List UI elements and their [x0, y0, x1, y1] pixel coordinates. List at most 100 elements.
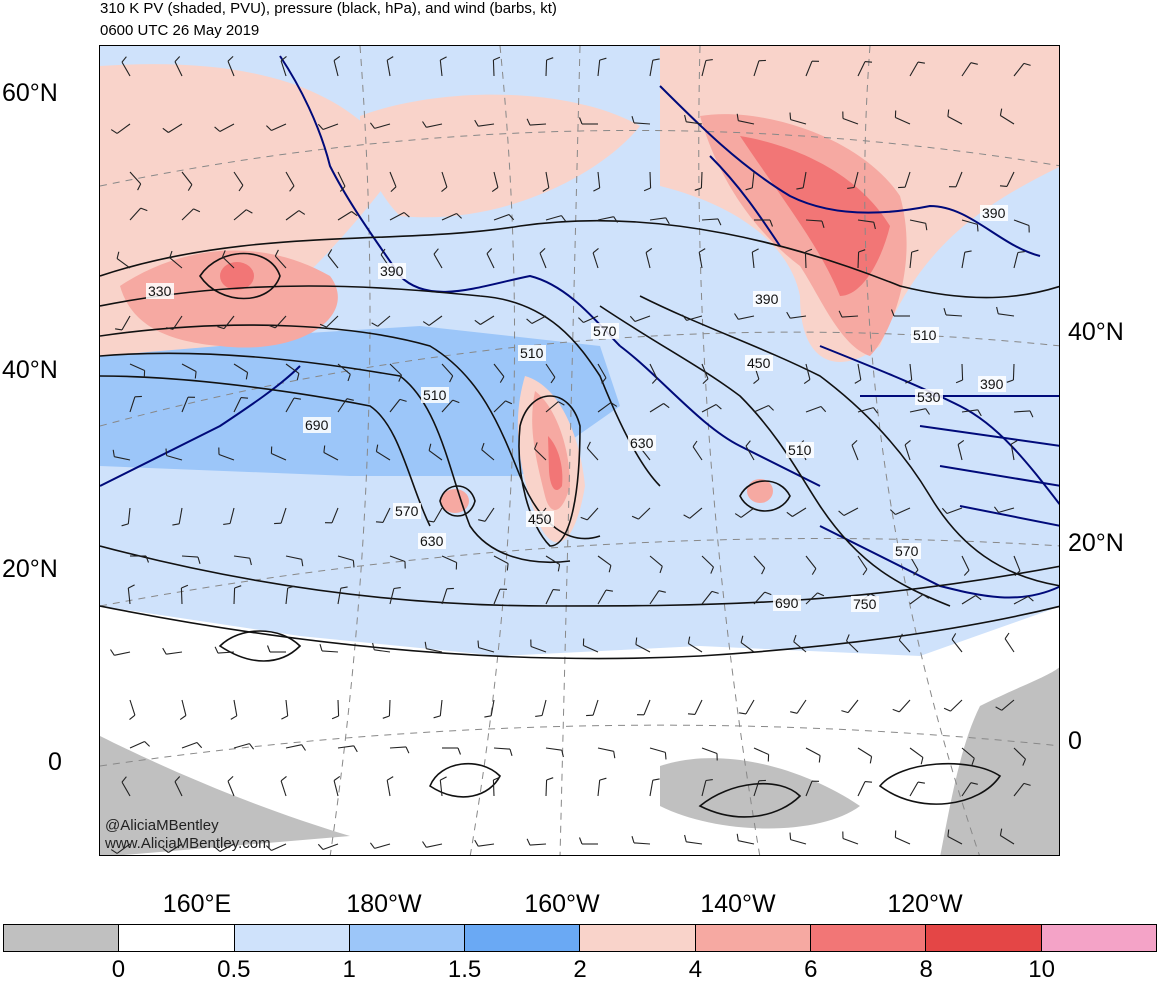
contour-label-text: 630 — [630, 435, 654, 451]
wind-barb-flag — [376, 522, 383, 523]
contour-label-text: 330 — [148, 283, 172, 299]
lat-label-right-0: 0 — [1068, 727, 1082, 755]
lat-label-left-20n: 20°N — [2, 555, 58, 583]
contour-label: 630 — [418, 533, 446, 549]
wind-barb-staff — [650, 172, 651, 188]
pv-colorbar — [3, 924, 1157, 952]
lon-label-160w: 160°W — [524, 890, 599, 918]
wind-barb-flag — [553, 590, 560, 591]
colorbar-label: 0 — [112, 957, 125, 983]
colorbar-label: 6 — [804, 957, 817, 983]
contour-label-text: 630 — [420, 533, 444, 549]
colorbar-box-1 — [119, 925, 234, 951]
map-title: 310 K PV (shaded, PVU), pressure (black,… — [100, 0, 557, 18]
colorbar-box-5 — [580, 925, 695, 951]
colorbar-box-6 — [696, 925, 811, 951]
contour-label-text: 570 — [395, 503, 419, 519]
contour-label: 530 — [915, 389, 943, 405]
contour-label: 570 — [591, 323, 619, 339]
wind-barb-staff — [805, 252, 806, 268]
colorbar-label: 1 — [343, 957, 356, 983]
wind-barb-flag — [790, 113, 791, 120]
wind-barb-flag — [865, 62, 872, 63]
wind-barb-staff — [493, 780, 494, 796]
pv-shade-region — [220, 262, 254, 290]
lon-label-180w: 180°W — [346, 890, 421, 918]
lat-label-right-20n: 20°N — [1068, 529, 1124, 557]
contour-label-text: 530 — [917, 389, 941, 405]
colorbar-label: 10 — [1028, 957, 1055, 983]
contour-label: 510 — [421, 387, 449, 403]
map-valid-time: 0600 UTC 26 May 2019 — [100, 22, 259, 40]
contour-label-text: 510 — [788, 442, 812, 458]
wind-barb-flag — [665, 752, 666, 759]
contour-label: 570 — [893, 543, 921, 559]
wind-barb-staff — [962, 364, 963, 380]
contour-label-text: 510 — [423, 387, 447, 403]
contour-label-text: 450 — [528, 511, 552, 527]
lon-label-140w: 140°W — [700, 890, 775, 918]
credit-handle: @AliciaMBentley — [105, 817, 219, 834]
colorbar-box-9 — [1042, 925, 1156, 951]
colorbar-label: 8 — [920, 957, 933, 983]
contour-label-text: 510 — [913, 327, 937, 343]
wind-barb-flag — [1000, 186, 1007, 187]
lon-label-160e: 160°E — [163, 890, 231, 918]
colorbar-box-8 — [926, 925, 1041, 951]
contour-label: 750 — [851, 596, 879, 612]
lat-label-left-0: 0 — [48, 748, 62, 776]
contour-label: 510 — [786, 442, 814, 458]
wind-barb-staff — [181, 588, 182, 604]
contour-label: 630 — [628, 435, 656, 451]
colorbar-box-7 — [811, 925, 926, 951]
wind-barb-flag — [790, 833, 791, 840]
contour-label-text: 690 — [775, 595, 799, 611]
contour-label-text: 510 — [520, 345, 544, 361]
contour-label-text: 750 — [853, 596, 877, 612]
wind-barb-flag — [977, 224, 978, 231]
colorbar-box-3 — [350, 925, 465, 951]
contour-label: 390 — [980, 205, 1008, 221]
wind-barb-staff — [493, 60, 494, 76]
lat-label-right-40n: 40°N — [1068, 318, 1124, 346]
credit-url[interactable]: www.AliciaMBentley.com — [105, 835, 271, 852]
contour-label: 690 — [303, 417, 331, 433]
wind-barb-flag — [166, 449, 167, 456]
wind-barb-flag — [688, 714, 695, 715]
contour-label-text: 570 — [593, 323, 617, 339]
lat-label-left-60n: 60°N — [2, 79, 58, 107]
contour-label: 570 — [393, 503, 421, 519]
wind-barb-staff — [701, 172, 702, 188]
contour-label-text: 390 — [755, 291, 779, 307]
colorbar-box-0 — [4, 925, 119, 951]
contour-label: 510 — [911, 327, 939, 343]
lon-label-120w: 120°W — [887, 890, 962, 918]
contour-label: 390 — [753, 291, 781, 307]
colorbar-label: 1.5 — [448, 957, 481, 983]
contour-label: 390 — [378, 263, 406, 279]
wind-barb-flag — [241, 398, 248, 399]
colorbar-label: 2 — [573, 957, 586, 983]
colorbar-box-4 — [465, 925, 580, 951]
contour-label-text: 390 — [980, 376, 1004, 392]
contour-label-text: 390 — [380, 263, 404, 279]
wind-barb-staff — [858, 252, 859, 268]
contour-label: 510 — [518, 345, 546, 361]
wind-barb-staff — [234, 588, 235, 604]
colorbar-label: 0.5 — [217, 957, 250, 983]
wind-barb-staff — [389, 700, 390, 716]
wind-barb-staff — [1013, 364, 1014, 380]
pv-shade-region — [747, 479, 773, 503]
contour-label-text: 450 — [747, 355, 771, 371]
contour-label: 450 — [526, 511, 554, 527]
colorbar-box-2 — [235, 925, 350, 951]
wind-barb-staff — [338, 700, 339, 716]
contour-label: 390 — [978, 376, 1006, 392]
wind-barb-flag — [353, 560, 354, 567]
contour-label: 330 — [146, 283, 174, 299]
wind-barb-staff — [546, 60, 547, 76]
wind-barb-flag — [865, 782, 872, 783]
wind-barb-staff — [546, 780, 547, 796]
map-canvas: 3303903903905105105105105705705706306306… — [100, 46, 1060, 856]
